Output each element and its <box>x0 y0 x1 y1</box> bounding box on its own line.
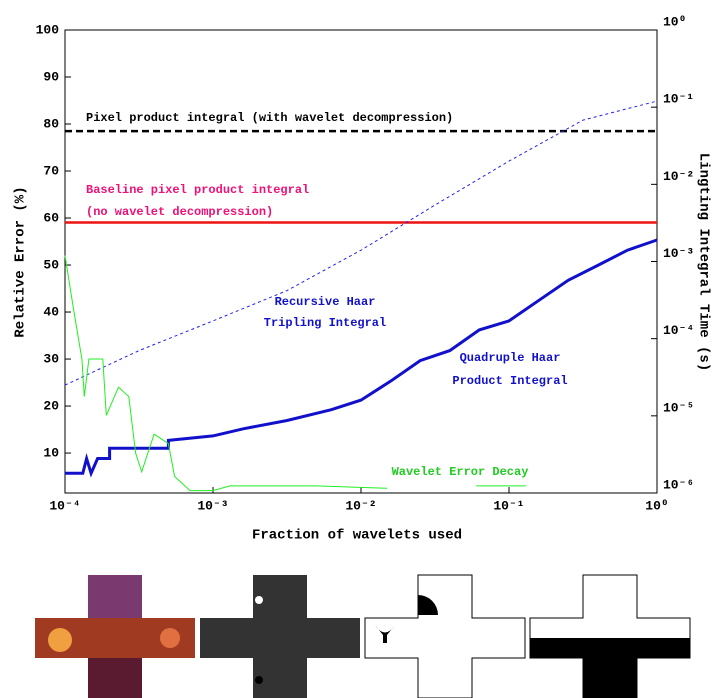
y2-tick-label: 10⁻³ <box>663 246 694 261</box>
y-tick-label: 60 <box>43 210 59 225</box>
y-tick-label: 30 <box>43 351 59 366</box>
annotation: Quadruple Haar <box>460 351 561 365</box>
y2-tick-label: 10⁻⁴ <box>663 323 694 338</box>
y-tick-label: 50 <box>43 257 59 272</box>
y2-tick-label: 10⁻² <box>663 169 694 184</box>
annotation: Tripling Integral <box>264 316 386 330</box>
cubemaps <box>35 574 691 698</box>
x-tick-label: 10⁻¹ <box>493 498 524 513</box>
x-axis-label: Fraction of wavelets used <box>252 528 462 544</box>
series-line <box>64 100 658 386</box>
series-line <box>64 255 526 492</box>
y-tick-label: 100 <box>36 22 60 37</box>
x-tick-label: 10⁻² <box>345 498 376 513</box>
y-axis-label: Relative Error (%) <box>13 186 29 337</box>
cubemap-3 <box>364 574 526 698</box>
cubemap-1 <box>35 575 195 698</box>
y2-tick-label: 10⁻⁶ <box>663 477 694 492</box>
y-tick-label: 70 <box>43 163 59 178</box>
x-tick-label: 10⁰ <box>645 498 668 513</box>
annotation: Wavelet Error Decay <box>392 465 529 479</box>
plot-frame <box>64 29 658 494</box>
y-tick-label: 10 <box>43 445 59 460</box>
y-tick-label: 80 <box>43 116 59 131</box>
x-tick-label: 10⁻³ <box>197 498 228 513</box>
annotation: Product Integral <box>452 374 567 388</box>
x-tick-label: 10⁻⁴ <box>49 498 80 513</box>
y-tick-label: 90 <box>43 69 59 84</box>
cubemap-4 <box>529 574 691 698</box>
y2-tick-label: 10⁻⁵ <box>663 400 694 415</box>
annotation: Pixel product integral (with wavelet dec… <box>86 111 453 125</box>
series-line <box>65 238 658 478</box>
cubemap-2 <box>200 575 360 698</box>
y-tick-label: 40 <box>43 304 59 319</box>
y2-axis-label: Lingting Integral Time (s) <box>695 153 711 371</box>
y2-tick-label: 10⁻¹ <box>663 92 694 107</box>
y2-tick-label: 10⁰ <box>663 14 686 29</box>
annotation: Recursive Haar <box>275 295 376 309</box>
y-tick-label: 20 <box>43 398 59 413</box>
annotation: (no wavelet decompression) <box>86 205 273 219</box>
annotation: Baseline pixel product integral <box>86 183 309 197</box>
